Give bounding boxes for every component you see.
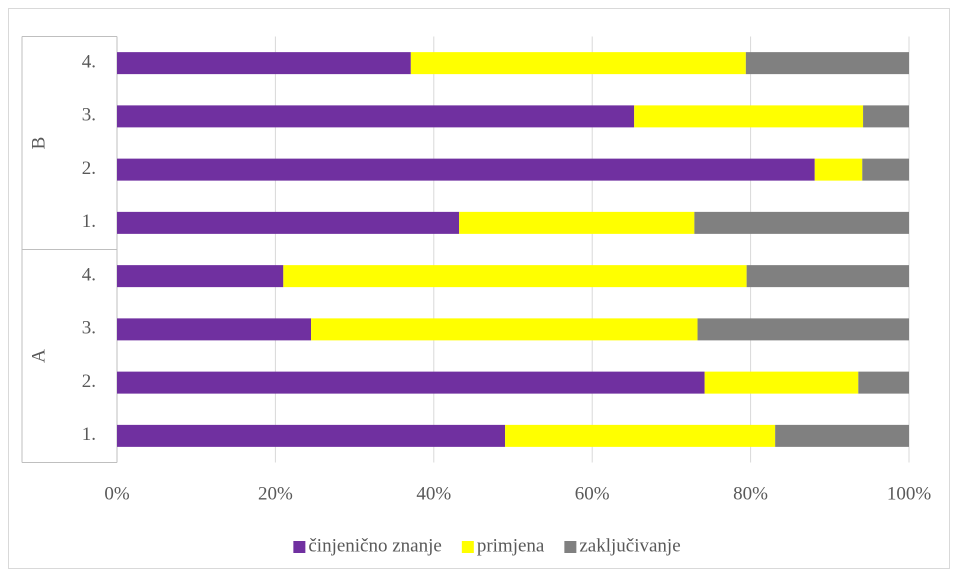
bar-segment xyxy=(862,158,909,181)
bar-segment xyxy=(775,424,909,447)
legend-label: činjenično znanje xyxy=(308,535,441,556)
y-tick-label: 4. xyxy=(82,51,96,72)
legend-item: zaključivanje xyxy=(564,535,681,556)
legend-swatch xyxy=(564,541,577,553)
x-tick-label: 40% xyxy=(416,483,451,504)
legend-swatch xyxy=(461,541,474,553)
bar-segment xyxy=(117,158,815,181)
bar-segment xyxy=(459,211,695,234)
x-tick-label: 60% xyxy=(575,483,610,504)
x-tick-label: 100% xyxy=(887,483,932,504)
bar-segment xyxy=(283,265,747,288)
legend-label: primjena xyxy=(477,535,545,556)
bar-segment xyxy=(117,52,411,75)
y-tick-label: 1. xyxy=(82,211,96,232)
y-tick-label: 1. xyxy=(82,424,96,445)
bar-segment xyxy=(311,318,698,341)
bar-segment xyxy=(117,424,506,447)
bar-segment xyxy=(704,371,859,394)
legend-label: zaključivanje xyxy=(579,535,680,556)
bar-segment xyxy=(858,371,909,394)
bar-segment xyxy=(117,211,460,234)
bar-segment xyxy=(746,265,909,288)
bar-segment xyxy=(697,318,909,341)
y-tick-label: 4. xyxy=(82,264,96,285)
bar-segment xyxy=(814,158,863,181)
x-tick-label: 0% xyxy=(104,483,130,504)
bar-segment xyxy=(863,105,909,128)
bar-segment xyxy=(694,211,909,234)
group-label: B xyxy=(28,137,49,150)
bar-segment xyxy=(117,265,284,288)
group-label: A xyxy=(28,349,49,363)
y-tick-label: 3. xyxy=(82,318,96,339)
y-tick-label: 2. xyxy=(82,158,96,179)
bar-segment xyxy=(634,105,864,128)
chart-border xyxy=(8,8,950,569)
y-tick-label: 3. xyxy=(82,105,96,126)
bar-segment xyxy=(117,318,312,341)
bar-segment xyxy=(117,105,635,128)
bar-segment xyxy=(745,52,909,75)
bar-segment xyxy=(410,52,746,75)
bar-segment xyxy=(505,424,776,447)
bar-segment xyxy=(117,371,705,394)
legend-item: primjena xyxy=(461,535,545,556)
y-tick-label: 2. xyxy=(82,371,96,392)
x-tick-label: 80% xyxy=(733,483,768,504)
legend-swatch xyxy=(293,541,306,553)
x-tick-label: 20% xyxy=(258,483,293,504)
legend-item: činjenično znanje xyxy=(293,535,442,556)
